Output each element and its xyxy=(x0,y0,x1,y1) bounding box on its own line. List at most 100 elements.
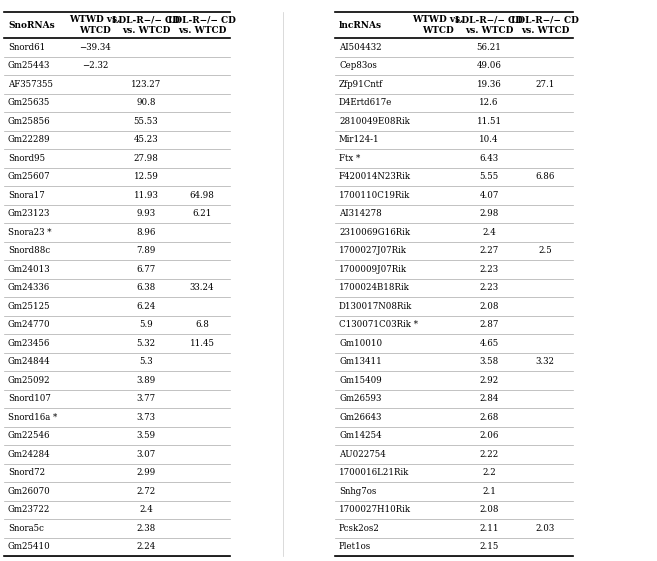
Text: 49.06: 49.06 xyxy=(476,61,501,70)
Text: 3.73: 3.73 xyxy=(137,413,156,422)
Text: Gm23456: Gm23456 xyxy=(8,339,51,348)
Text: D4Ertd617e: D4Ertd617e xyxy=(339,98,392,107)
Text: 11.93: 11.93 xyxy=(133,191,158,200)
Text: Snord88c: Snord88c xyxy=(8,246,50,255)
Text: Gm10010: Gm10010 xyxy=(339,339,382,348)
Text: Snord61: Snord61 xyxy=(8,43,45,52)
Text: Gm22289: Gm22289 xyxy=(8,135,51,144)
Text: 4.07: 4.07 xyxy=(480,191,499,200)
Text: Snord16a *: Snord16a * xyxy=(8,413,57,422)
Text: −2.32: −2.32 xyxy=(82,61,108,70)
Text: Plet1os: Plet1os xyxy=(339,542,371,551)
Text: Gm13411: Gm13411 xyxy=(339,357,382,366)
Text: Gm22546: Gm22546 xyxy=(8,431,51,440)
Text: 2.38: 2.38 xyxy=(137,524,156,533)
Text: 5.55: 5.55 xyxy=(480,172,499,181)
Text: AF357355: AF357355 xyxy=(8,80,53,89)
Text: D130017N08Rik: D130017N08Rik xyxy=(339,302,413,311)
Text: LDL-R−/− CD
vs. WTCD: LDL-R−/− CD vs. WTCD xyxy=(168,16,236,35)
Text: 6.21: 6.21 xyxy=(193,209,212,218)
Text: AU022754: AU022754 xyxy=(339,450,386,459)
Text: Ftx *: Ftx * xyxy=(339,154,360,163)
Text: Snora17: Snora17 xyxy=(8,191,45,200)
Text: 64.98: 64.98 xyxy=(190,191,214,200)
Text: 2.15: 2.15 xyxy=(480,542,499,551)
Text: 7.89: 7.89 xyxy=(136,246,156,255)
Text: Gm25635: Gm25635 xyxy=(8,98,51,107)
Text: lncRNAs: lncRNAs xyxy=(339,21,382,30)
Text: 3.07: 3.07 xyxy=(137,450,156,459)
Text: LDL-R−/− CD
vs. WTCD: LDL-R−/− CD vs. WTCD xyxy=(455,16,523,35)
Text: Snora23 *: Snora23 * xyxy=(8,228,51,237)
Text: 2.24: 2.24 xyxy=(137,542,156,551)
Text: 2810049E08Rik: 2810049E08Rik xyxy=(339,117,410,126)
Text: LDL-R−/− CD
vs. WTCD: LDL-R−/− CD vs. WTCD xyxy=(112,16,180,35)
Text: 3.77: 3.77 xyxy=(137,394,156,403)
Text: 27.1: 27.1 xyxy=(535,80,555,89)
Text: 2.23: 2.23 xyxy=(480,283,499,292)
Text: 2.5: 2.5 xyxy=(538,246,552,255)
Text: 6.86: 6.86 xyxy=(535,172,555,181)
Text: Gm25410: Gm25410 xyxy=(8,542,51,551)
Text: 1700024B18Rik: 1700024B18Rik xyxy=(339,283,410,292)
Text: Gm24013: Gm24013 xyxy=(8,265,51,274)
Text: Gm26070: Gm26070 xyxy=(8,487,51,496)
Text: Gm24336: Gm24336 xyxy=(8,283,50,292)
Text: 2.99: 2.99 xyxy=(137,468,156,477)
Text: 3.32: 3.32 xyxy=(535,357,555,366)
Text: 2.92: 2.92 xyxy=(480,376,499,385)
Text: 6.8: 6.8 xyxy=(195,320,209,329)
Text: 2.2: 2.2 xyxy=(482,468,496,477)
Text: Snord95: Snord95 xyxy=(8,154,45,163)
Text: 2.06: 2.06 xyxy=(480,431,499,440)
Text: 2.4: 2.4 xyxy=(482,228,496,237)
Text: 2.98: 2.98 xyxy=(480,209,499,218)
Text: Gm26643: Gm26643 xyxy=(339,413,381,422)
Text: 2.1: 2.1 xyxy=(482,487,496,496)
Text: 5.32: 5.32 xyxy=(137,339,156,348)
Text: F420014N23Rik: F420014N23Rik xyxy=(339,172,411,181)
Text: 12.6: 12.6 xyxy=(480,98,499,107)
Text: Gm24284: Gm24284 xyxy=(8,450,51,459)
Text: Mir124-1: Mir124-1 xyxy=(339,135,380,144)
Text: Snora5c: Snora5c xyxy=(8,524,44,533)
Text: 5.3: 5.3 xyxy=(139,357,153,366)
Text: 4.65: 4.65 xyxy=(480,339,499,348)
Text: 8.96: 8.96 xyxy=(136,228,156,237)
Text: 2.72: 2.72 xyxy=(137,487,156,496)
Text: 11.51: 11.51 xyxy=(476,117,501,126)
Text: 123.27: 123.27 xyxy=(131,80,161,89)
Text: 33.24: 33.24 xyxy=(190,283,214,292)
Text: Snord107: Snord107 xyxy=(8,394,51,403)
Text: Gm14254: Gm14254 xyxy=(339,431,382,440)
Text: 9.93: 9.93 xyxy=(137,209,156,218)
Text: 2.68: 2.68 xyxy=(480,413,499,422)
Text: 5.9: 5.9 xyxy=(139,320,153,329)
Text: 1700027H10Rik: 1700027H10Rik xyxy=(339,505,411,514)
Text: 6.38: 6.38 xyxy=(137,283,156,292)
Text: Gm15409: Gm15409 xyxy=(339,376,382,385)
Text: 2.08: 2.08 xyxy=(479,505,499,514)
Text: Gm23123: Gm23123 xyxy=(8,209,51,218)
Text: LDL-R−/− CD
vs. WTCD: LDL-R−/− CD vs. WTCD xyxy=(511,16,579,35)
Text: Snord72: Snord72 xyxy=(8,468,45,477)
Text: 3.58: 3.58 xyxy=(480,357,499,366)
Text: 3.89: 3.89 xyxy=(137,376,156,385)
Text: 56.21: 56.21 xyxy=(476,43,501,52)
Text: 2.4: 2.4 xyxy=(139,505,153,514)
Text: −39.34: −39.34 xyxy=(79,43,111,52)
Text: 19.36: 19.36 xyxy=(476,80,501,89)
Text: 11.45: 11.45 xyxy=(189,339,214,348)
Text: 6.77: 6.77 xyxy=(137,265,156,274)
Text: 6.43: 6.43 xyxy=(480,154,499,163)
Text: Gm25092: Gm25092 xyxy=(8,376,51,385)
Text: AI314278: AI314278 xyxy=(339,209,382,218)
Text: 2.03: 2.03 xyxy=(535,524,555,533)
Text: Snhg7os: Snhg7os xyxy=(339,487,376,496)
Text: 1700009J07Rik: 1700009J07Rik xyxy=(339,265,407,274)
Text: Pcsk2os2: Pcsk2os2 xyxy=(339,524,380,533)
Text: 2.11: 2.11 xyxy=(479,524,499,533)
Text: SnoRNAs: SnoRNAs xyxy=(8,21,55,30)
Text: Gm23722: Gm23722 xyxy=(8,505,51,514)
Text: 6.24: 6.24 xyxy=(137,302,156,311)
